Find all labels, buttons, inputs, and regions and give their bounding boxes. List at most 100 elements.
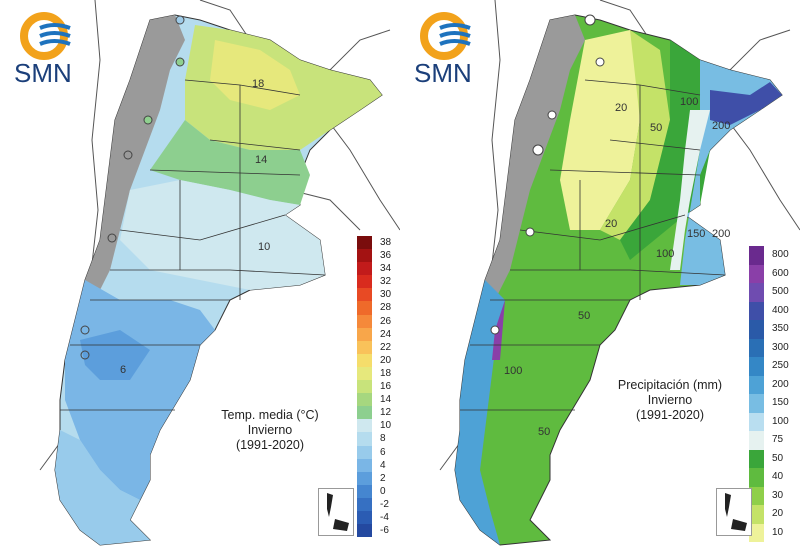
smn-brand-text: SMN: [414, 58, 472, 88]
legend-label: 500: [772, 286, 789, 297]
legend-label: 30: [380, 289, 392, 301]
legend-label: 350: [772, 323, 789, 334]
caption-season: Invierno: [247, 423, 293, 437]
brazil-border-line: [719, 109, 800, 231]
legend-label: 26: [380, 315, 392, 327]
antarctica-inset-map: [716, 488, 752, 536]
legend-label: 0: [380, 485, 386, 497]
dry-zone-10: [560, 30, 650, 230]
brazil-border-line: [319, 109, 400, 231]
zone-10: [120, 180, 325, 290]
station-markers: [490, 14, 605, 335]
legend-swatch: [357, 380, 372, 394]
legend-label: 400: [772, 304, 789, 316]
zone-tierra-del-fuego: [55, 430, 150, 545]
contour-label: 100: [680, 96, 699, 108]
zone-andes-wet: [455, 280, 505, 545]
legend-swatch: [357, 340, 372, 354]
legend-swatch: [357, 406, 372, 420]
contour-label: 50: [538, 426, 551, 438]
legend-label: 600: [772, 267, 789, 279]
legend-swatch: [357, 432, 372, 446]
contour-label: 100: [504, 365, 523, 377]
zone-12-14: [150, 120, 310, 205]
legend-label: 250: [772, 360, 789, 371]
legend-label: 32: [380, 276, 392, 288]
legend-label: 10: [772, 526, 784, 538]
contour-label: 20: [615, 102, 628, 114]
contour-label: 18: [252, 78, 265, 90]
legend-swatch: [357, 393, 372, 407]
legend-label: 6: [380, 446, 386, 458]
legend-label: 2: [380, 472, 386, 484]
legend-label: 300: [772, 341, 789, 353]
legend-label: 20: [772, 508, 784, 519]
legend-swatch: [749, 394, 764, 413]
legend-swatch: [749, 301, 764, 320]
legend-label: 20: [380, 354, 392, 366]
contour-label: 14: [255, 154, 268, 166]
legend-swatch: [357, 236, 372, 250]
legend-swatch: [357, 275, 372, 289]
legend-label: 12: [380, 407, 392, 419]
caption-title: Temp. media (°C): [221, 408, 319, 422]
legend-swatch: [357, 353, 372, 367]
legend-label: 22: [380, 341, 392, 353]
temperature-map: [39, 0, 400, 546]
precipitation-map-panel: SMN 100 200 20 50 20 150 100 200 50 100 …: [400, 0, 800, 557]
legend-swatch: [749, 283, 764, 302]
legend-swatch: [357, 366, 372, 381]
caption-period: (1991-2020): [235, 438, 305, 452]
caption-season: Invierno: [647, 393, 693, 407]
legend-swatch: [357, 301, 372, 315]
legend-label: 50: [772, 452, 784, 464]
zone-2: [80, 330, 150, 380]
station-markers: [80, 15, 185, 360]
contour-label: 50: [578, 310, 591, 322]
legend-label: 14: [380, 394, 392, 406]
antarctica-inset-map: [318, 488, 354, 536]
caption-title: Precipitación (mm): [617, 378, 723, 392]
legend-swatch: [749, 468, 764, 487]
legend-swatch: [749, 431, 764, 450]
precipitation-caption: Precipitación (mm) Invierno (1991-2020): [600, 378, 740, 423]
legend-swatch: [357, 471, 372, 485]
legend-swatch: [357, 497, 372, 511]
legend-label: 4: [380, 459, 386, 471]
contour-label: 200: [712, 228, 731, 240]
legend-swatch: [749, 246, 764, 265]
legend-swatch: [749, 449, 764, 468]
legend-swatch: [749, 264, 764, 283]
legend-label: 36: [380, 250, 392, 262]
andes-relief: [485, 15, 585, 300]
legend-swatch: [749, 412, 764, 431]
legend-label: 10: [380, 420, 392, 432]
warm-zone-18: [210, 40, 300, 110]
legend-label: 100: [772, 415, 789, 427]
legend-label: -2: [380, 498, 389, 510]
legend-label: 18: [380, 367, 392, 379]
legend-label: -4: [380, 511, 389, 523]
legend-swatch: [357, 484, 372, 498]
legend-label: 75: [772, 434, 784, 445]
andes-relief: [85, 15, 185, 300]
contour-label: 10: [258, 241, 271, 253]
contour-label: 20: [605, 218, 618, 230]
contour-label: 200: [712, 120, 731, 132]
legend-swatch: [357, 249, 372, 263]
legend-label: -6: [380, 525, 389, 537]
legend-label: 34: [380, 263, 392, 275]
legend-swatch: [749, 357, 764, 376]
temperature-map-panel: SMN 18 14 10 6 Temp. media (°C) Invierno…: [14, 0, 400, 546]
legend-swatch: [749, 523, 764, 542]
contour-label: 100: [656, 248, 675, 260]
legend-swatch: [749, 375, 764, 394]
legend-swatch: [749, 320, 764, 339]
legend-label: 38: [380, 237, 392, 248]
legend-swatch: [357, 524, 372, 538]
province-boundaries: [460, 79, 726, 411]
legend-swatch: [357, 314, 372, 328]
legend-label: 200: [772, 378, 789, 390]
legend-swatch: [749, 505, 764, 524]
legend-swatch: [357, 458, 372, 472]
